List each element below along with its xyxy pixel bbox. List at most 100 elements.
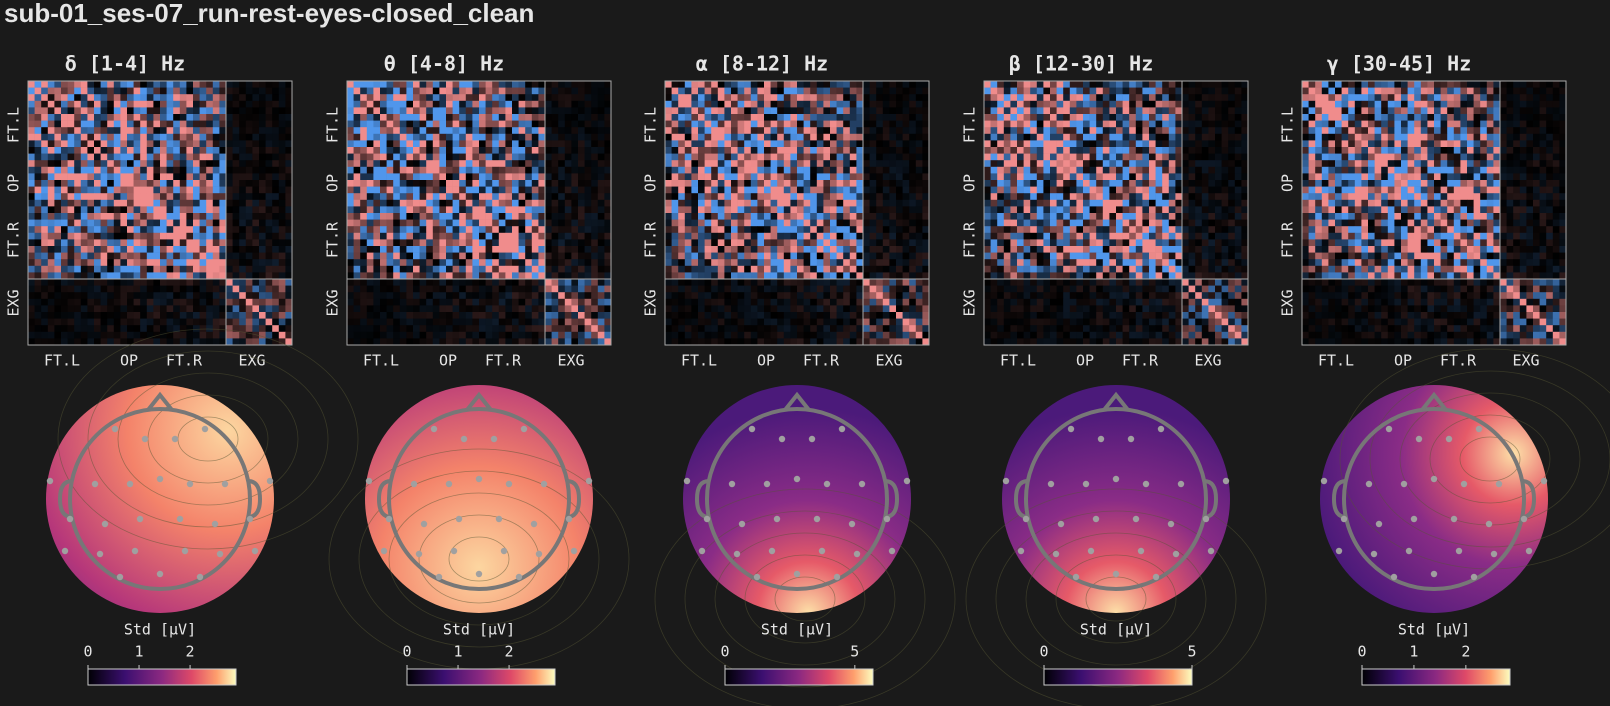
matrix-cell [922,298,930,306]
matrix-cell [166,140,174,148]
matrix-cell [212,312,220,319]
matrix-cell [731,246,738,253]
matrix-cell [146,81,154,88]
matrix-cell [413,312,420,319]
matrix-cell [737,312,745,319]
matrix-cell [28,160,35,168]
matrix-cell [160,252,167,260]
matrix-cell [803,206,811,214]
matrix-cell [259,232,266,240]
matrix-cell [399,94,407,102]
matrix-cell [472,213,480,220]
matrix-cell [47,140,55,148]
matrix-cell [219,239,227,247]
matrix-cell [744,166,752,174]
matrix-cell [259,140,266,148]
matrix-cell [239,199,247,207]
matrix-cell [750,232,758,240]
matrix-cell [259,219,266,227]
matrix-cell [498,252,506,260]
matrix-cell [179,133,187,141]
matrix-cell [479,213,486,220]
matrix-cell [591,219,599,227]
matrix-cell [849,305,857,313]
matrix-cell [61,127,68,135]
matrix-cell [889,318,897,326]
matrix-cell [380,239,387,247]
matrix-cell [439,160,447,168]
matrix-cell [113,147,121,154]
matrix-cell [896,94,903,102]
matrix-cell [54,226,62,234]
matrix-cell [823,232,831,240]
matrix-cell [882,153,890,161]
matrix-cell [74,279,82,286]
matrix-cell [452,246,460,253]
matrix-cell [518,292,526,300]
matrix-cell [186,127,194,135]
matrix-cell [797,279,804,286]
matrix-cell [882,213,890,220]
matrix-cell [678,127,686,135]
matrix-cell [863,312,870,319]
matrix-cell [439,107,447,115]
matrix-cell [94,305,101,313]
matrix-cell [830,166,837,174]
matrix-cell [199,246,207,253]
matrix-cell [459,239,467,247]
electrode [495,515,503,523]
matrix-cell [597,272,605,280]
matrix-cell [353,160,361,168]
matrix-cell [750,100,758,108]
matrix-cell [146,252,154,260]
matrix-cell [465,133,473,141]
matrix-cell [406,279,414,286]
matrix-cell [790,186,798,194]
matrix-cell [459,226,467,234]
matrix-cell [856,259,864,267]
electrode [116,573,124,581]
matrix-cell [882,140,890,148]
matrix-cell [604,147,612,154]
matrix-cell [777,127,785,135]
matrix-cell [74,285,82,293]
matrix-cell [393,298,401,306]
matrix-cell [80,246,88,253]
matrix-cell [869,81,877,88]
matrix-cell [212,120,220,128]
matrix-cell [239,305,247,313]
matrix-cell [678,107,686,115]
matrix-cell [810,226,818,234]
matrix-cell [100,226,108,234]
matrix-cell [432,239,440,247]
matrix-cell [797,305,804,313]
matrix-cell [239,147,247,154]
matrix-cell [711,285,719,293]
matrix-cell [757,219,765,227]
matrix-cell [212,153,220,161]
matrix-cell [604,87,612,95]
matrix-cell [816,213,824,220]
matrix-cell [597,292,605,300]
nose [465,391,493,412]
matrix-cell [87,265,95,273]
electrode [211,520,219,528]
matrix-cell [199,100,207,108]
matrix-cell [245,206,253,214]
matrix-cell [472,147,480,154]
matrix-cell [665,265,672,273]
matrix-cell [531,166,539,174]
matrix-cell [472,325,480,333]
matrix-cell [492,173,500,181]
matrix-cell [525,160,533,168]
matrix-cell [764,133,771,141]
matrix-cell [485,199,493,207]
matrix-cell [239,232,247,240]
matrix-cell [671,331,679,339]
matrix-cell [193,259,200,267]
matrix-cell [252,87,260,95]
matrix-cell [206,213,214,220]
matrix-cell [160,193,167,201]
matrix-cell [764,120,771,128]
matrix-cell [173,239,181,247]
